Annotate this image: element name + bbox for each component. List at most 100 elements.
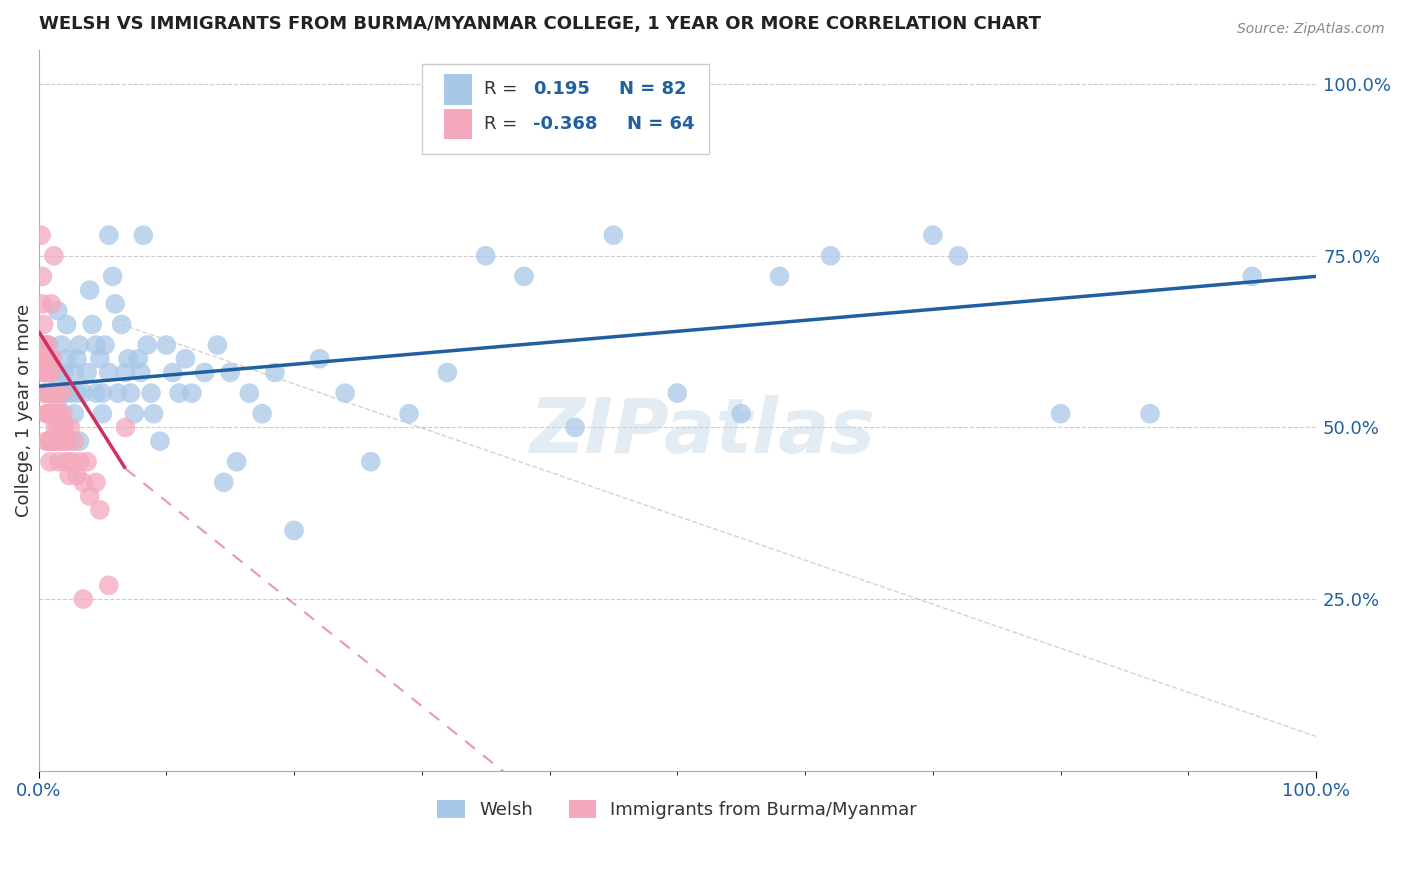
- Point: [474, 249, 496, 263]
- Point: [66, 386, 89, 401]
- Point: [264, 366, 287, 380]
- Point: [142, 407, 165, 421]
- Point: [55, 455, 77, 469]
- Point: [436, 366, 458, 380]
- Point: [84, 338, 107, 352]
- Point: [59, 434, 82, 449]
- Point: [45, 407, 67, 421]
- Point: [42, 434, 65, 449]
- Point: [89, 503, 111, 517]
- Point: [49, 434, 72, 449]
- Point: [31, 297, 53, 311]
- Point: [67, 434, 90, 449]
- Point: [333, 386, 356, 401]
- Point: [55, 351, 77, 366]
- Point: [194, 366, 217, 380]
- Point: [53, 366, 76, 380]
- Point: [730, 407, 752, 421]
- Point: [35, 351, 58, 366]
- Point: [41, 407, 63, 421]
- Point: [41, 366, 63, 380]
- Point: [110, 318, 132, 332]
- Point: [45, 434, 67, 449]
- Text: N = 82: N = 82: [619, 80, 686, 98]
- Text: ZIPatlas: ZIPatlas: [530, 395, 876, 469]
- Point: [513, 269, 536, 284]
- Point: [212, 475, 235, 490]
- Bar: [443, 74, 471, 104]
- Point: [41, 386, 63, 401]
- Point: [564, 420, 586, 434]
- Point: [72, 592, 94, 607]
- Point: [63, 407, 86, 421]
- Point: [55, 318, 77, 332]
- Point: [94, 338, 117, 352]
- Point: [48, 407, 70, 421]
- Point: [52, 407, 75, 421]
- Point: [30, 228, 52, 243]
- Point: [34, 338, 56, 352]
- Point: [219, 366, 242, 380]
- Point: [41, 386, 63, 401]
- Point: [35, 386, 58, 401]
- Point: [225, 455, 247, 469]
- Point: [136, 338, 159, 352]
- Y-axis label: College, 1 year or more: College, 1 year or more: [15, 303, 32, 516]
- Point: [38, 386, 60, 401]
- Point: [53, 420, 76, 434]
- Point: [76, 366, 98, 380]
- Point: [41, 386, 63, 401]
- Point: [31, 269, 53, 284]
- Point: [63, 366, 86, 380]
- Point: [602, 228, 624, 243]
- Point: [250, 407, 273, 421]
- Point: [46, 420, 69, 434]
- Point: [48, 455, 70, 469]
- Text: R =: R =: [485, 115, 523, 133]
- Point: [101, 269, 124, 284]
- Point: [155, 338, 177, 352]
- Point: [114, 420, 136, 434]
- Point: [84, 386, 107, 401]
- Point: [84, 475, 107, 490]
- Point: [63, 434, 86, 449]
- Text: Source: ZipAtlas.com: Source: ZipAtlas.com: [1237, 22, 1385, 37]
- Point: [91, 407, 114, 421]
- Point: [666, 386, 689, 401]
- Point: [34, 366, 56, 380]
- Point: [32, 338, 55, 352]
- Point: [97, 228, 120, 243]
- Point: [1049, 407, 1071, 421]
- Point: [308, 351, 330, 366]
- Point: [66, 351, 89, 366]
- Text: -0.368: -0.368: [533, 115, 598, 133]
- Point: [127, 351, 149, 366]
- Point: [97, 578, 120, 592]
- Point: [41, 351, 63, 366]
- Point: [37, 338, 59, 352]
- Point: [1241, 269, 1264, 284]
- Point: [51, 386, 73, 401]
- Point: [82, 318, 104, 332]
- Point: [162, 366, 184, 380]
- Point: [174, 351, 197, 366]
- Point: [38, 338, 60, 352]
- Point: [38, 351, 60, 366]
- Point: [42, 366, 65, 380]
- Point: [89, 351, 111, 366]
- Point: [46, 303, 69, 318]
- Point: [129, 366, 152, 380]
- Point: [55, 434, 77, 449]
- Point: [38, 434, 60, 449]
- Point: [167, 386, 190, 401]
- Point: [44, 420, 66, 434]
- Point: [53, 420, 76, 434]
- Point: [59, 386, 82, 401]
- Text: R =: R =: [485, 80, 523, 98]
- Point: [32, 318, 55, 332]
- Point: [398, 407, 420, 421]
- Point: [67, 338, 90, 352]
- Point: [59, 420, 82, 434]
- Point: [41, 434, 63, 449]
- Point: [91, 386, 114, 401]
